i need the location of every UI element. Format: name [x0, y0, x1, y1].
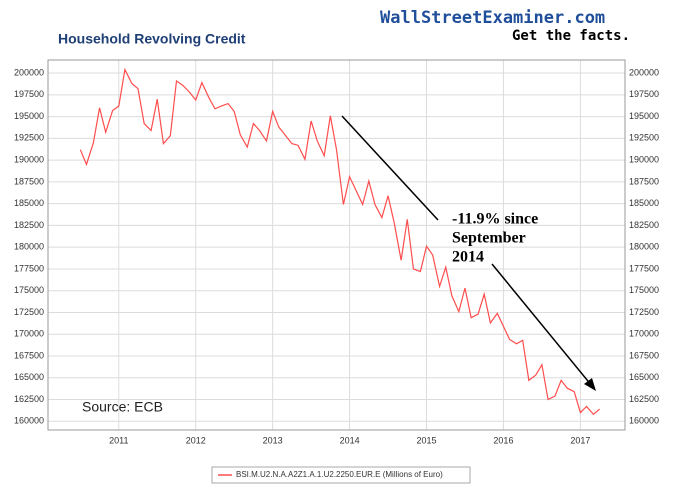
tagline: Get the facts.: [512, 28, 630, 44]
y-tick-label: 180000: [14, 242, 44, 252]
x-tick-label: 2011: [109, 435, 128, 445]
y2-tick-label: 185000: [629, 198, 659, 208]
arrow-head: [584, 378, 596, 391]
x-tick-label: 2015: [416, 435, 436, 445]
y-tick-label: 185000: [14, 198, 44, 208]
y-tick-label: 170000: [14, 329, 44, 339]
y2-tick-label: 180000: [629, 242, 659, 252]
y2-tick-label: 200000: [629, 67, 659, 77]
y2-tick-label: 165000: [629, 372, 659, 382]
y2-tick-label: 175000: [629, 285, 659, 295]
chart-title: Household Revolving Credit: [58, 31, 246, 47]
y2-tick-label: 182500: [629, 220, 659, 230]
y2-tick-label: 172500: [629, 307, 659, 317]
x-tick-label: 2014: [340, 435, 360, 445]
y2-tick-label: 195000: [629, 111, 659, 121]
y2-tick-label: 167500: [629, 350, 659, 360]
annotation: -11.9% since: [452, 211, 538, 228]
y-tick-label: 187500: [14, 176, 44, 186]
y2-tick-label: 170000: [629, 329, 659, 339]
annotation: September: [452, 230, 526, 247]
y-tick-label: 177500: [14, 263, 44, 273]
y-tick-label: 195000: [14, 111, 44, 121]
y2-tick-label: 190000: [629, 154, 659, 164]
y-tick-label: 175000: [14, 285, 44, 295]
y-tick-label: 192500: [14, 133, 44, 143]
arrow-line: [491, 263, 593, 387]
y-tick-label: 172500: [14, 307, 44, 317]
y2-tick-label: 187500: [629, 176, 659, 186]
x-tick-label: 2012: [186, 435, 206, 445]
y2-tick-label: 192500: [629, 133, 659, 143]
plot-frame: [47, 59, 626, 431]
y-tick-label: 167500: [14, 350, 44, 360]
data-line: [79, 67, 601, 416]
y2-tick-label: 162500: [629, 394, 659, 404]
x-tick-label: 2016: [493, 435, 513, 445]
y-tick-label: 162500: [14, 394, 44, 404]
legend-box: [211, 466, 471, 484]
legend-label: BSI.M.U2.N.A.A2Z1.A.1.U2.2250.EUR.E (Mil…: [236, 470, 443, 479]
x-tick-label: 2013: [263, 435, 283, 445]
y-tick-label: 182500: [14, 220, 44, 230]
y2-tick-label: 177500: [629, 263, 659, 273]
y-tick-label: 160000: [14, 416, 44, 426]
source: Source: ECB: [82, 399, 163, 415]
arrow-line: [341, 115, 439, 221]
y-tick-label: 197500: [14, 89, 44, 99]
y-tick-label: 200000: [14, 67, 44, 77]
y-tick-label: 190000: [14, 154, 44, 164]
y-tick-label: 165000: [14, 372, 44, 382]
x-tick-label: 2017: [570, 435, 590, 445]
y2-tick-label: 160000: [629, 416, 659, 426]
y2-tick-label: 197500: [629, 89, 659, 99]
annotation: 2014: [452, 249, 484, 266]
watermark: WallStreetExaminer.com: [380, 8, 605, 28]
